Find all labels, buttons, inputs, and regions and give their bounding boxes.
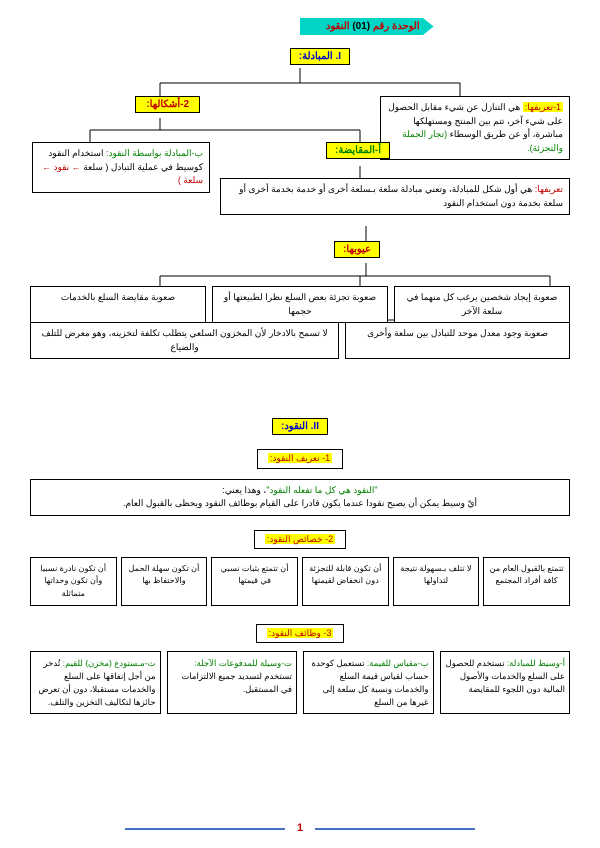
props-row: تتمتع بالقبول العام من كافة أفراد المجتم… <box>30 557 570 606</box>
barter-def-box: تعريفها: هي أول شكل للمبادلة، وتعني مباد… <box>220 178 570 215</box>
prop-box: أن تكون قابلة للتجزئة دون انخفاض لقيمتها <box>302 557 389 606</box>
prop-box: أن تكون سهلة الحمل والاحتفاظ بها <box>121 557 208 606</box>
func-box: ت-وسيلة للمدفوعات الآجلة: تستخدم لتسديد … <box>167 651 298 714</box>
con-box: لا تسمح بالادخار لأن المخزون السلعي يتطل… <box>30 322 339 359</box>
unit-num: (01) <box>352 21 370 32</box>
money-ex-label: ب-المبادلة بواسطة النقود: <box>106 148 203 158</box>
money-exchange-box: ب-المبادلة بواسطة النقود: استخدام النقود… <box>32 142 210 193</box>
funcs-label: 3- وظائف النقود: <box>256 624 345 644</box>
cons-label: عيوبها: <box>334 241 380 258</box>
page-number: 1 <box>297 822 303 834</box>
con-box: صعوبة وجود معدل موحد للتبادل بين سلعة وأ… <box>345 322 570 359</box>
func-box: أ-وسيط للمبادلة: تستخدم للحصول على السلع… <box>440 651 571 714</box>
def-suffix: ، وهذا يعني: <box>222 485 266 495</box>
funcs-row: أ-وسيط للمبادلة: تستخدم للحصول على السلع… <box>30 651 570 714</box>
func-box: ث-مـستودع (مخزن) للقيم: تُدخر من أجل إنف… <box>30 651 161 714</box>
def-quote: "النقود هي كل ما تفعله النقود" <box>266 485 377 495</box>
prop-box: تتمتع بالقبول العام من كافة أفراد المجتم… <box>483 557 570 606</box>
con-box: صعوبة تجزئة بعض السلع نظرا لطبيعتها أو ح… <box>212 286 388 323</box>
def-label: 1-تعريفها: <box>523 102 563 112</box>
barter-def-text: هي أول شكل للمبادلة، وتعني مبادلة سلعة ب… <box>239 184 563 208</box>
props-label: 2- خصائص النقود: <box>254 530 346 550</box>
definition-box: 1-تعريفها: هي التنازل عن شيء مقابل الحصو… <box>380 96 570 160</box>
prop-box: لا تتلف بـسهولة نتيجة لتداولها <box>393 557 480 606</box>
prop-box: أن تكون نادرة نسبيا وأن تكون وحداتها متم… <box>30 557 117 606</box>
forms-label: 2-أشكالها: <box>135 96 200 113</box>
barter-def-label: تعريفها: <box>535 184 563 194</box>
barter-label: أ-المقايضة: <box>326 142 390 159</box>
unit-label: الوحدة رقم <box>373 21 420 32</box>
con-box: صعوبة مقايضة السلع بالخدمات <box>30 286 206 323</box>
def-body: أيّ وسيط يمكن أن يصبح نقودا عندما يكون ق… <box>123 498 477 508</box>
func-box: ب-مقياس للقيمة: تستعمل كوحدة حساب لقياس … <box>303 651 434 714</box>
money-def-label: 1- تعريف النقود: <box>257 449 343 469</box>
section1-title: I. المبادلة: <box>290 48 350 65</box>
money-def-box: "النقود هي كل ما تفعله النقود"، وهذا يعن… <box>30 479 570 516</box>
unit-topic: النقود <box>326 21 350 32</box>
prop-box: أن تتمتع بثبات نسبي في قيمتها <box>211 557 298 606</box>
section2-title: II. النقود: <box>272 418 328 435</box>
con-box: صعوبة إيجاد شخصين يرغب كل منهما في سلعة … <box>394 286 570 323</box>
unit-header: الوحدة رقم (01) النقود <box>300 18 434 35</box>
